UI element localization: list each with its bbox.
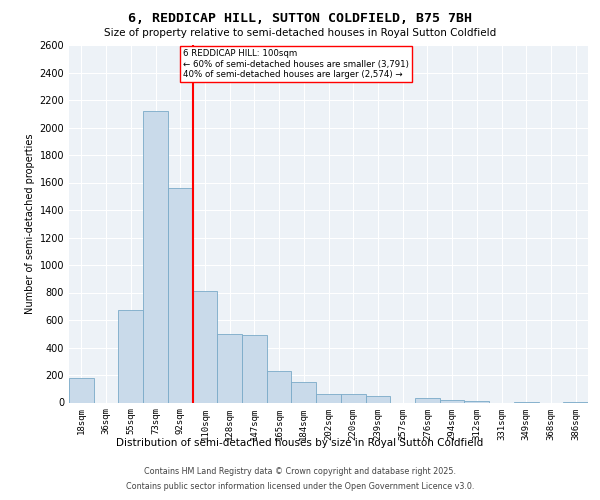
Text: Contains public sector information licensed under the Open Government Licence v3: Contains public sector information licen… (126, 482, 474, 491)
Bar (316, 394, 341, 402)
Bar (365, 396, 390, 402)
Bar (193, 291, 217, 403)
Bar (440, 400, 464, 402)
Bar (217, 334, 242, 402)
Bar (168, 188, 193, 402)
Bar (242, 335, 267, 402)
Bar (415, 398, 440, 402)
Bar (341, 394, 365, 402)
Bar (69, 378, 94, 402)
Text: Size of property relative to semi-detached houses in Royal Sutton Coldfield: Size of property relative to semi-detach… (104, 28, 496, 38)
Text: Contains HM Land Registry data © Crown copyright and database right 2025.: Contains HM Land Registry data © Crown c… (144, 467, 456, 476)
Y-axis label: Number of semi-detached properties: Number of semi-detached properties (25, 134, 35, 314)
Bar (464, 401, 489, 402)
Text: Distribution of semi-detached houses by size in Royal Sutton Coldfield: Distribution of semi-detached houses by … (116, 438, 484, 448)
Bar (267, 371, 292, 402)
Text: 6 REDDICAP HILL: 100sqm
← 60% of semi-detached houses are smaller (3,791)
40% of: 6 REDDICAP HILL: 100sqm ← 60% of semi-de… (182, 49, 409, 79)
Text: 6, REDDICAP HILL, SUTTON COLDFIELD, B75 7BH: 6, REDDICAP HILL, SUTTON COLDFIELD, B75 … (128, 12, 472, 26)
Bar (118, 310, 143, 402)
Bar (143, 111, 168, 403)
Bar (292, 382, 316, 402)
